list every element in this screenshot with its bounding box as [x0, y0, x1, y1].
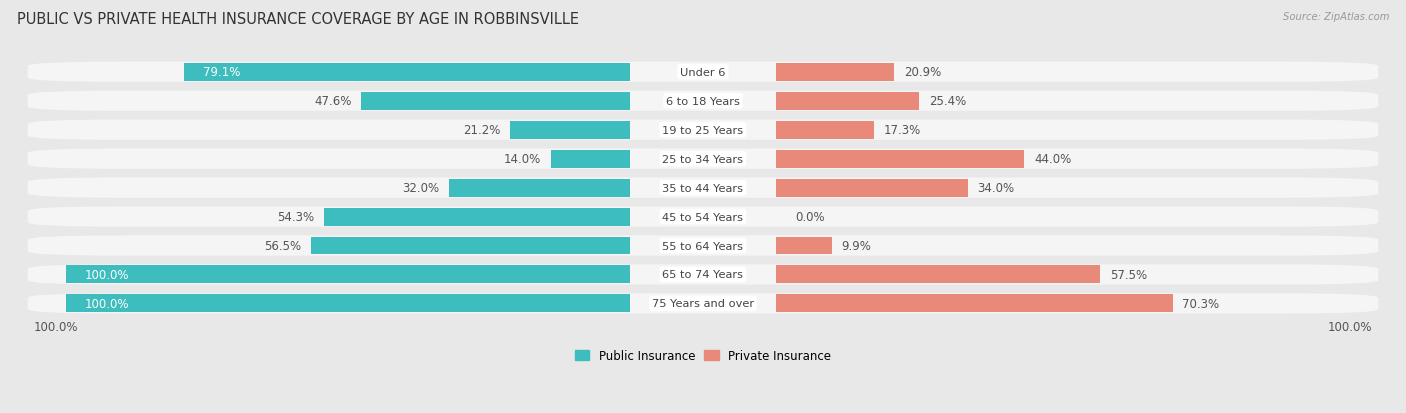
Text: 20.9%: 20.9%: [904, 66, 941, 79]
Bar: [450, 179, 630, 197]
Bar: [184, 64, 630, 81]
Bar: [776, 237, 832, 255]
Text: 0.0%: 0.0%: [796, 211, 825, 223]
Text: 54.3%: 54.3%: [277, 211, 314, 223]
FancyBboxPatch shape: [28, 149, 1378, 169]
Text: 9.9%: 9.9%: [842, 240, 872, 252]
FancyBboxPatch shape: [28, 207, 1378, 227]
Text: 44.0%: 44.0%: [1033, 153, 1071, 166]
Bar: [66, 295, 630, 313]
Text: 100.0%: 100.0%: [1327, 320, 1372, 333]
Text: 55 to 64 Years: 55 to 64 Years: [662, 241, 744, 251]
FancyBboxPatch shape: [28, 236, 1378, 256]
Text: PUBLIC VS PRIVATE HEALTH INSURANCE COVERAGE BY AGE IN ROBBINSVILLE: PUBLIC VS PRIVATE HEALTH INSURANCE COVER…: [17, 12, 579, 27]
Bar: [776, 266, 1101, 284]
Legend: Public Insurance, Private Insurance: Public Insurance, Private Insurance: [571, 345, 835, 367]
FancyBboxPatch shape: [28, 178, 1378, 198]
Bar: [776, 295, 1173, 313]
Text: 56.5%: 56.5%: [264, 240, 302, 252]
Text: 14.0%: 14.0%: [503, 153, 541, 166]
Text: 19 to 25 Years: 19 to 25 Years: [662, 126, 744, 135]
Text: 100.0%: 100.0%: [34, 320, 79, 333]
Text: 47.6%: 47.6%: [315, 95, 352, 108]
Text: 70.3%: 70.3%: [1182, 297, 1219, 310]
FancyBboxPatch shape: [28, 120, 1378, 140]
Bar: [323, 208, 630, 226]
Text: 100.0%: 100.0%: [86, 268, 129, 281]
Text: 17.3%: 17.3%: [883, 124, 921, 137]
Text: Source: ZipAtlas.com: Source: ZipAtlas.com: [1282, 12, 1389, 22]
Text: 25 to 34 Years: 25 to 34 Years: [662, 154, 744, 164]
Bar: [66, 266, 630, 284]
Bar: [361, 93, 630, 110]
Text: 6 to 18 Years: 6 to 18 Years: [666, 97, 740, 107]
Bar: [776, 93, 920, 110]
FancyBboxPatch shape: [28, 294, 1378, 314]
Text: 34.0%: 34.0%: [977, 182, 1015, 195]
FancyBboxPatch shape: [28, 62, 1378, 83]
Text: 25.4%: 25.4%: [929, 95, 966, 108]
FancyBboxPatch shape: [28, 91, 1378, 112]
Text: 100.0%: 100.0%: [86, 297, 129, 310]
Text: 79.1%: 79.1%: [202, 66, 240, 79]
Text: 65 to 74 Years: 65 to 74 Years: [662, 270, 744, 280]
Bar: [551, 150, 630, 168]
Bar: [776, 121, 873, 139]
Bar: [776, 64, 894, 81]
Bar: [776, 150, 1025, 168]
Text: Under 6: Under 6: [681, 68, 725, 78]
Text: 75 Years and over: 75 Years and over: [652, 299, 754, 309]
Text: 45 to 54 Years: 45 to 54 Years: [662, 212, 744, 222]
Text: 35 to 44 Years: 35 to 44 Years: [662, 183, 744, 193]
Bar: [510, 121, 630, 139]
Text: 21.2%: 21.2%: [464, 124, 501, 137]
Text: 32.0%: 32.0%: [402, 182, 440, 195]
Bar: [776, 179, 967, 197]
FancyBboxPatch shape: [28, 265, 1378, 285]
Bar: [311, 237, 630, 255]
Text: 57.5%: 57.5%: [1109, 268, 1147, 281]
